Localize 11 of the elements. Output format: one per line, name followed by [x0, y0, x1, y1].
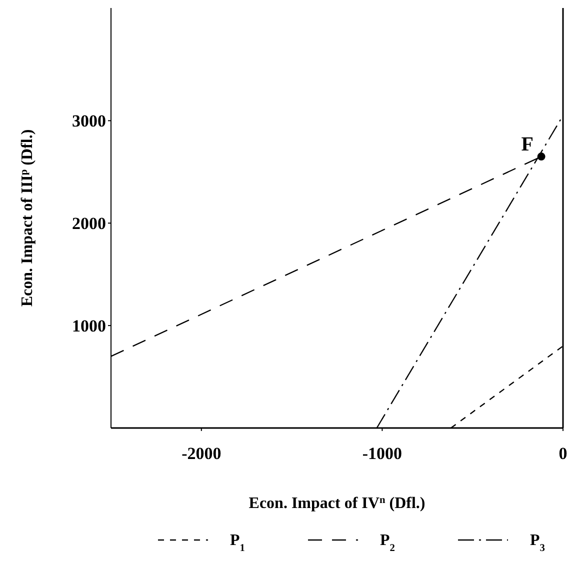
- legend-label: P$_{3}$: [530, 532, 545, 554]
- legend-label: P$_{2}$: [380, 532, 395, 554]
- x-axis-title: Econ. Impact of IV$^{n}$ (Dfl.): [248, 494, 426, 512]
- y-tick-label: 3000: [72, 112, 106, 131]
- x-tick-label: -1000: [362, 444, 402, 464]
- x-tick-label: 0: [558, 444, 568, 464]
- y-tick-label: 2000: [72, 214, 106, 234]
- annotation: F: [521, 134, 534, 156]
- y-tick-label: 1000: [72, 316, 106, 336]
- x-tick-label: -2000: [182, 444, 222, 464]
- legend-label: P$_{1}$: [230, 532, 245, 554]
